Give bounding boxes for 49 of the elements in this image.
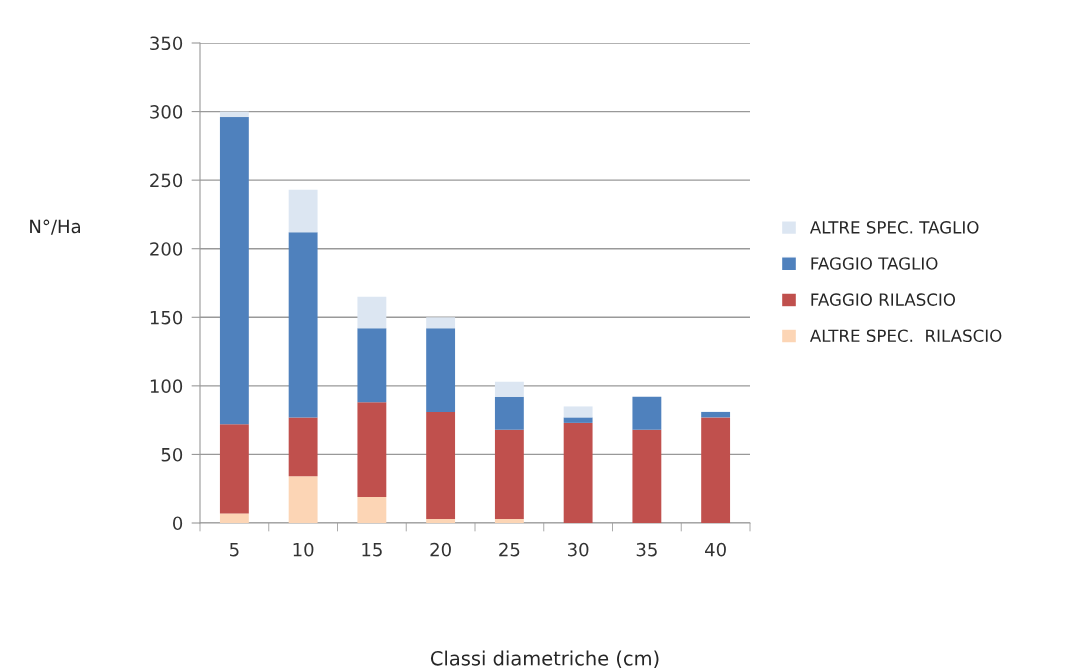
x-tick-label: 25 — [499, 542, 520, 557]
x-tick-label: 15 — [362, 543, 382, 557]
x-tick-label: 10 — [293, 542, 314, 557]
x-tick-label: 30 — [568, 542, 589, 557]
bar — [357, 402, 387, 497]
y-tick-label: 150 — [150, 310, 183, 325]
bar — [494, 381, 524, 397]
legend-label: ALTRE SPEC. TAGLIO — [809, 221, 979, 234]
bar — [357, 496, 387, 523]
legend-label: FAGGIO TAGLIO — [811, 257, 938, 270]
bar — [494, 429, 524, 519]
legend-label: FAGGIO RILASCIO — [811, 293, 956, 306]
x-tick-label: 20 — [430, 542, 451, 557]
y-tick-label: 300 — [150, 105, 183, 119]
bar — [288, 476, 318, 523]
bar — [632, 429, 662, 523]
bar — [563, 406, 593, 418]
x-tick-label: 40 — [705, 542, 726, 557]
x-tick-label: 35 — [636, 542, 657, 557]
bar — [701, 411, 731, 418]
y-tick-label: 50 — [161, 447, 183, 462]
y-tick-label: 100 — [150, 379, 183, 393]
bar — [632, 396, 662, 430]
y-tick-label: 250 — [150, 173, 183, 188]
bar — [357, 296, 387, 329]
y-tick-label: 0 — [173, 516, 183, 531]
bar — [426, 411, 456, 519]
x-axis-title: Classi diametriche (cm) — [430, 650, 659, 668]
bar — [701, 417, 731, 523]
legend-label: ALTRE SPEC. RILASCIO — [809, 329, 1002, 343]
x-tick-label: 5 — [230, 543, 239, 557]
bar — [426, 328, 456, 412]
y-tick-label: 350 — [150, 36, 183, 51]
bar — [219, 117, 249, 425]
y-tick-label: 200 — [150, 242, 183, 256]
bar — [288, 189, 318, 233]
bar — [426, 317, 456, 329]
bar — [219, 111, 249, 118]
bar — [288, 232, 318, 418]
bar — [219, 513, 249, 523]
bar — [288, 417, 318, 477]
bar — [563, 422, 593, 523]
bar — [219, 424, 249, 514]
y-axis-title: N°/Ha — [30, 219, 80, 235]
bar — [494, 518, 524, 523]
bar — [494, 396, 524, 430]
bar — [563, 417, 593, 423]
bar — [357, 328, 387, 403]
bar — [426, 518, 456, 523]
